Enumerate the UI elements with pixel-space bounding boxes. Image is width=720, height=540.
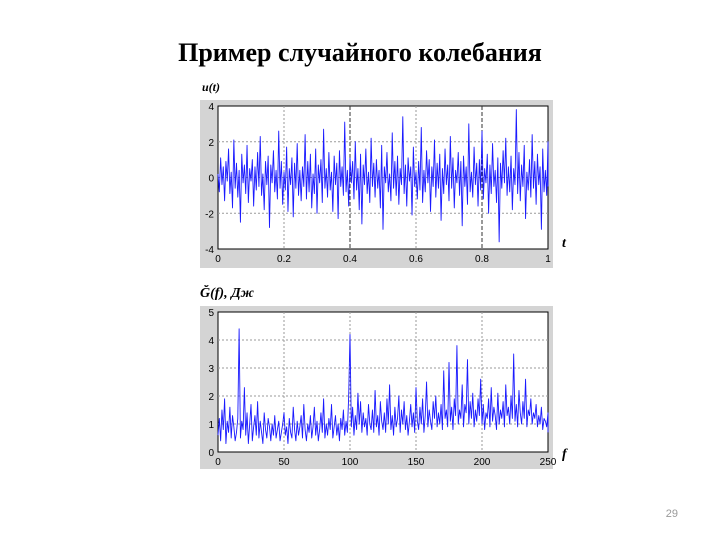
bottom-ytick-label: 3 xyxy=(208,364,214,375)
bottom-ytick-label: 2 xyxy=(208,392,214,403)
bottom-series-line xyxy=(217,328,549,445)
bottom-xtick-label: 150 xyxy=(408,457,425,468)
bottom-ytick-label: 4 xyxy=(208,336,214,347)
slide-title: Пример случайного колебания xyxy=(178,38,542,67)
bottom-xtick-label: 50 xyxy=(278,457,290,468)
bottom-ytick-label: 1 xyxy=(208,420,214,431)
top-xtick-label: 0 xyxy=(215,254,221,265)
top-ytick-label: -4 xyxy=(205,245,214,256)
bottom-ytick-label: 5 xyxy=(208,308,214,319)
top-xtick-label: 0.2 xyxy=(277,254,291,265)
top-ytick-label: 2 xyxy=(208,138,214,149)
bottom-xtick-label: 100 xyxy=(342,457,359,468)
top-xtick-label: 0.6 xyxy=(409,254,423,265)
top-chart-ylabel: u(t) xyxy=(202,80,220,94)
bottom-xtick-label: 200 xyxy=(474,457,491,468)
top-ytick-label: 4 xyxy=(208,102,214,113)
top-ytick-label: 0 xyxy=(208,174,214,185)
bottom-chart-ylabel: Ğ(f), Дж xyxy=(200,286,254,301)
bottom-ytick-label: 0 xyxy=(208,448,214,459)
top-ytick-label: -2 xyxy=(205,209,214,220)
bottom-xtick-label: 250 xyxy=(540,457,557,468)
top-xtick-label: 0.4 xyxy=(343,254,357,265)
top-xtick-label: 0.8 xyxy=(475,254,489,265)
top-chart-xlabel: t xyxy=(562,236,566,251)
bottom-xtick-label: 0 xyxy=(215,457,221,468)
top-series-line xyxy=(217,109,549,243)
top-xtick-label: 1 xyxy=(545,254,551,265)
bottom-chart-xlabel: f xyxy=(562,447,567,462)
page-number: 29 xyxy=(665,508,678,520)
